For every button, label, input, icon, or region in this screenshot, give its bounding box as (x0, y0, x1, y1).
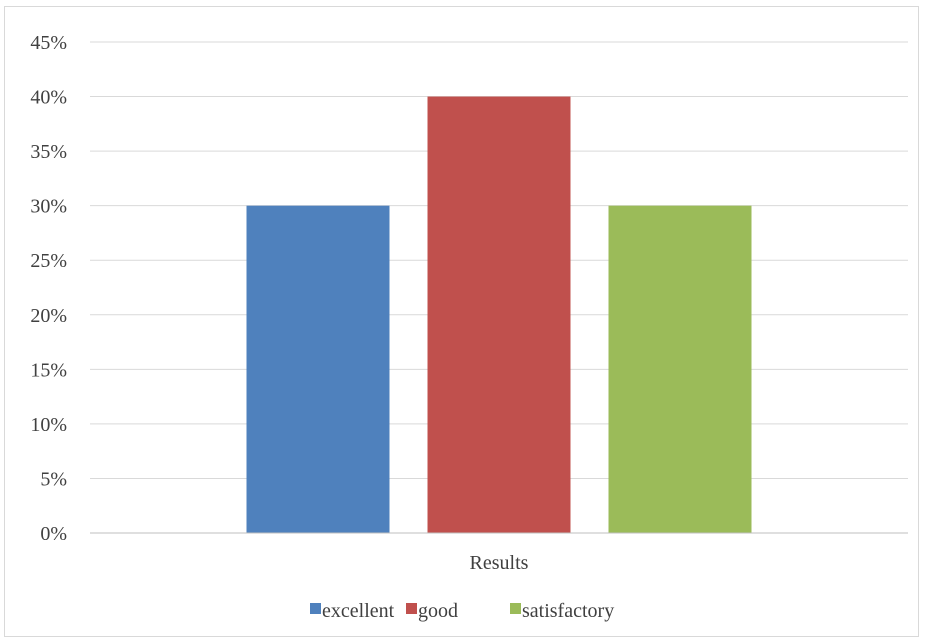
legend-label: excellent (322, 600, 395, 622)
y-tick-label: 35% (30, 141, 67, 163)
y-tick-label: 5% (40, 468, 67, 490)
legend-swatch (310, 603, 321, 614)
legend-item-excellent: excellent (310, 600, 395, 622)
x-category-label: Results (470, 552, 529, 574)
legend-item-satisfactory: satisfactory (510, 600, 614, 622)
bar-excellent (246, 205, 390, 533)
y-tick-label: 40% (30, 87, 67, 109)
bar-satisfactory (608, 205, 752, 533)
legend-swatch (510, 603, 521, 614)
legend-label: good (418, 600, 458, 622)
legend: excellent good satisfactory (310, 600, 614, 622)
bar-good (427, 96, 571, 534)
y-tick-label: 20% (30, 305, 67, 327)
bars (246, 96, 752, 534)
y-tick-label: 0% (40, 523, 67, 545)
x-axis-category-labels: Results (470, 552, 529, 574)
y-tick-label: 15% (30, 359, 67, 381)
legend-item-good: good (406, 600, 458, 622)
legend-label: satisfactory (522, 600, 614, 622)
y-tick-label: 10% (30, 414, 67, 436)
y-tick-label: 30% (30, 196, 67, 218)
legend-swatch (406, 603, 417, 614)
y-tick-label: 45% (30, 32, 67, 54)
y-axis-tick-labels: 0% 5% 10% 15% 20% 25% 30% 35% 40% 45% (30, 32, 67, 545)
y-tick-label: 25% (30, 250, 67, 272)
